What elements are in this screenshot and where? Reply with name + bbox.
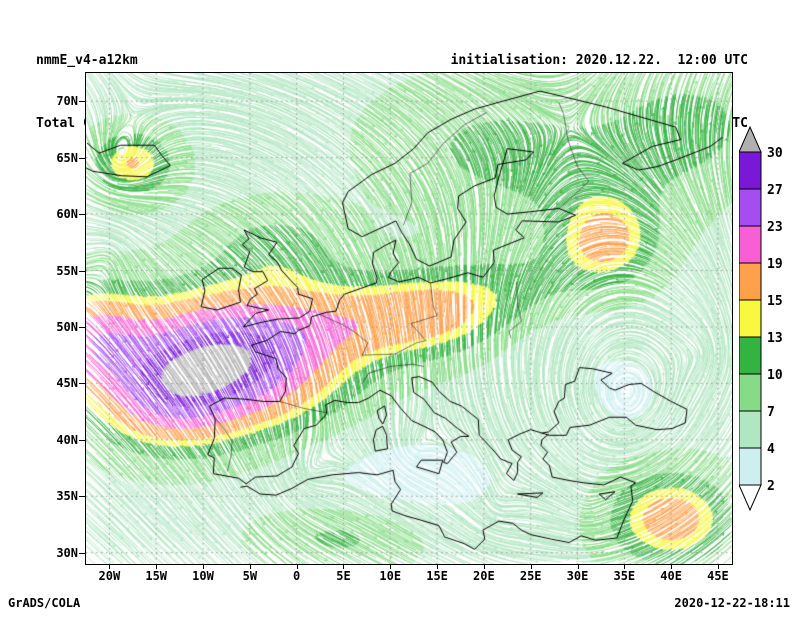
colorbar-level-label: 23 — [767, 220, 783, 235]
lon-tick-label: 0 — [293, 569, 301, 583]
map-canvas — [86, 73, 732, 564]
colorbar-under-arrow-icon — [738, 484, 762, 512]
creation-timestamp: 2020-12-22-18:11 — [674, 596, 790, 610]
lon-tick-label: 5W — [242, 569, 258, 583]
colorbar-svg: 30 27 23 19 15 13 10 7 4 2 — [738, 125, 783, 512]
grads-credit: GrADS/COLA — [8, 596, 81, 610]
lon-tick-mark — [717, 564, 719, 569]
lon-tick-label: 45E — [707, 569, 729, 583]
lat-tick-label: 30N — [56, 545, 78, 560]
lon-tick-mark — [577, 564, 579, 569]
colorbar-box — [738, 410, 762, 449]
lat-tick-mark — [79, 101, 85, 103]
lon-tick-label: 40E — [660, 569, 682, 583]
lat-tick-mark — [79, 383, 85, 385]
colorbar-level-label: 27 — [767, 183, 783, 198]
lon-tick-label: 10W — [192, 569, 214, 583]
colorbar-level-label: 30 — [767, 146, 783, 161]
lon-tick-mark — [437, 564, 439, 569]
colorbar-level-label: 10 — [767, 368, 783, 383]
lon-tick-mark — [343, 564, 345, 569]
colorbar-box — [738, 225, 762, 264]
lon-tick-mark — [109, 564, 111, 569]
lat-tick-label: 50N — [56, 319, 78, 334]
lon-tick-label: 15E — [426, 569, 448, 583]
colorbar-box — [738, 188, 762, 227]
colorbar-box — [738, 299, 762, 338]
lat-tick-mark — [79, 157, 85, 159]
lon-tick-mark — [249, 564, 251, 569]
colorbar-level-label: 13 — [767, 331, 783, 346]
lat-tick-mark — [79, 552, 85, 554]
lon-tick-mark — [530, 564, 532, 569]
lon-tick-label: 30E — [566, 569, 589, 583]
lat-tick-mark — [79, 270, 85, 272]
lon-tick-mark — [671, 564, 673, 569]
colorbar-level-label: 2 — [767, 479, 775, 494]
map-plot-area — [85, 72, 733, 565]
lat-tick-label: 70N — [56, 94, 78, 109]
model-title: nmmE_v4-a12km — [36, 53, 138, 68]
colorbar-box — [738, 447, 762, 486]
colorbar-level-label: 7 — [767, 405, 775, 420]
colorbar-box — [738, 151, 762, 190]
lat-tick-mark — [79, 214, 85, 216]
lat-tick-label: 45N — [56, 376, 78, 391]
lat-tick-label: 35N — [56, 489, 78, 504]
lat-tick-label: 55N — [56, 263, 78, 278]
lon-tick-label: 35E — [613, 569, 636, 583]
lat-tick-label: 65N — [56, 150, 78, 165]
colorbar-box — [738, 262, 762, 301]
lon-tick-mark — [483, 564, 485, 569]
lon-tick-label: 10E — [379, 569, 402, 583]
lon-tick-mark — [203, 564, 205, 569]
lon-tick-label: 20E — [473, 569, 495, 583]
lat-tick-label: 40N — [56, 432, 78, 447]
lon-tick-label: 15W — [145, 569, 168, 583]
colorbar-over-arrow-icon — [738, 125, 762, 153]
lon-tick-label: 25E — [519, 569, 542, 583]
lon-tick-mark — [296, 564, 298, 569]
lat-tick-mark — [79, 496, 85, 498]
lat-tick-mark — [79, 326, 85, 328]
lon-tick-mark — [156, 564, 158, 569]
colorbar-level-label: 4 — [767, 442, 775, 457]
lon-tick-label: 20W — [98, 569, 121, 583]
colorbar-level-label: 15 — [767, 294, 783, 309]
colorbar: 30 27 23 19 15 13 10 7 4 2 — [738, 125, 800, 518]
colorbar-box — [738, 373, 762, 412]
lon-tick-mark — [390, 564, 392, 569]
lon-tick-label: 5E — [336, 569, 351, 583]
init-time-label: initialisation: 2020.12.22. 12:00 UTC — [450, 53, 748, 68]
lon-tick-mark — [624, 564, 626, 569]
lat-tick-label: 60N — [56, 207, 78, 222]
colorbar-level-label: 19 — [767, 257, 783, 272]
colorbar-box — [738, 336, 762, 375]
lat-tick-mark — [79, 439, 85, 441]
